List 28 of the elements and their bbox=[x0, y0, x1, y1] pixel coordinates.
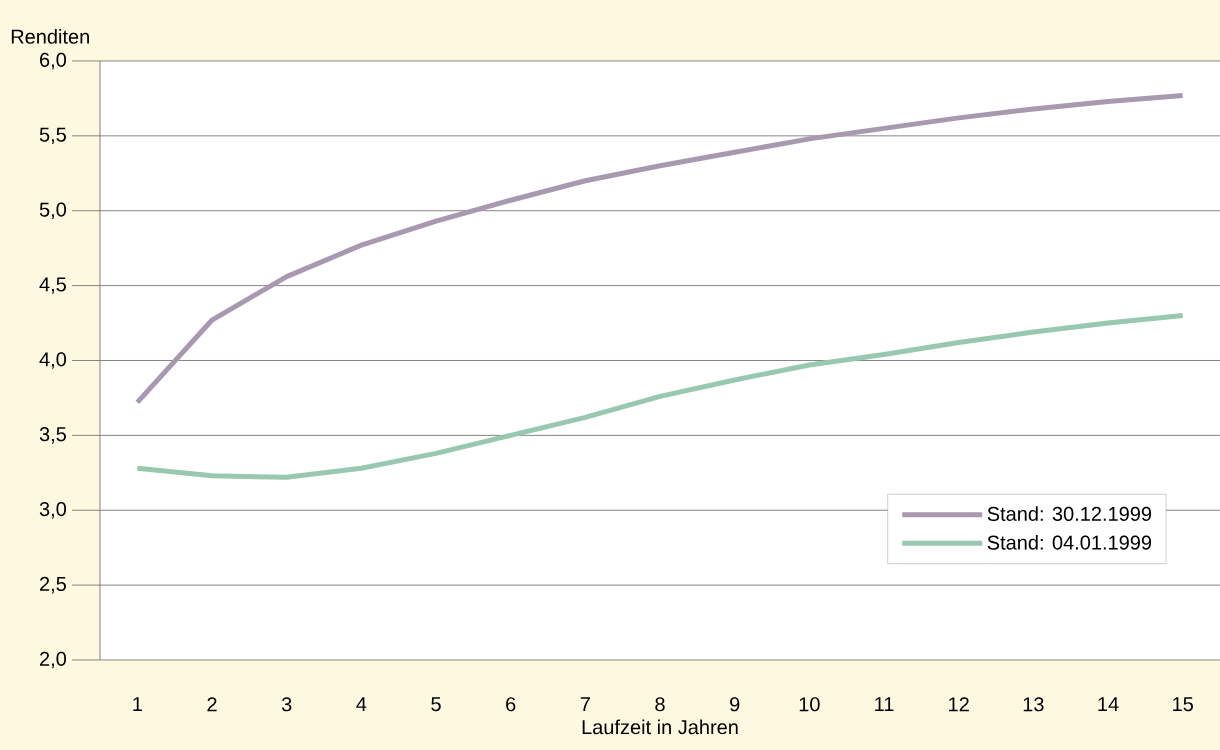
x-tick-label: 1 bbox=[133, 697, 142, 711]
x-tick-label: 13 bbox=[1023, 697, 1044, 712]
y-tick-label: 3,0 bbox=[39, 501, 67, 519]
x-tick-label: 2 bbox=[207, 697, 217, 712]
y-tick-label: 6,0 bbox=[40, 52, 67, 70]
x-tick-label: 14 bbox=[1098, 697, 1119, 711]
y-tick-label: 4,5 bbox=[39, 277, 66, 294]
x-tick-label: 4 bbox=[356, 697, 367, 711]
y-tick-label: 2,5 bbox=[40, 576, 66, 594]
x-tick-label: 6 bbox=[506, 697, 516, 712]
legend-label: Stand: 04.01.1999 bbox=[987, 534, 1152, 550]
x-tick-label: 5 bbox=[431, 697, 441, 712]
x-tick-label: 9 bbox=[730, 697, 740, 712]
y-tick-label: 4,0 bbox=[39, 352, 67, 369]
y-axis-title: Renditen bbox=[11, 29, 89, 44]
x-tick-label: 10 bbox=[799, 697, 820, 712]
y-tick-label: 3,5 bbox=[39, 427, 66, 444]
x-axis-title: Laufzeit in Jahren bbox=[582, 719, 738, 735]
x-tick-label: 11 bbox=[875, 697, 894, 711]
legend-label: Stand: 30.12.1999 bbox=[987, 506, 1152, 521]
x-tick-label: 3 bbox=[281, 697, 292, 712]
y-tick-label: 5,5 bbox=[39, 127, 66, 145]
x-tick-label: 12 bbox=[949, 697, 969, 712]
x-tick-label: 8 bbox=[655, 697, 665, 712]
y-tick-label: 5,0 bbox=[39, 202, 67, 219]
x-tick-label: 7 bbox=[580, 697, 590, 711]
y-tick-label: 2,0 bbox=[40, 651, 67, 669]
x-tick-label: 15 bbox=[1173, 697, 1193, 712]
